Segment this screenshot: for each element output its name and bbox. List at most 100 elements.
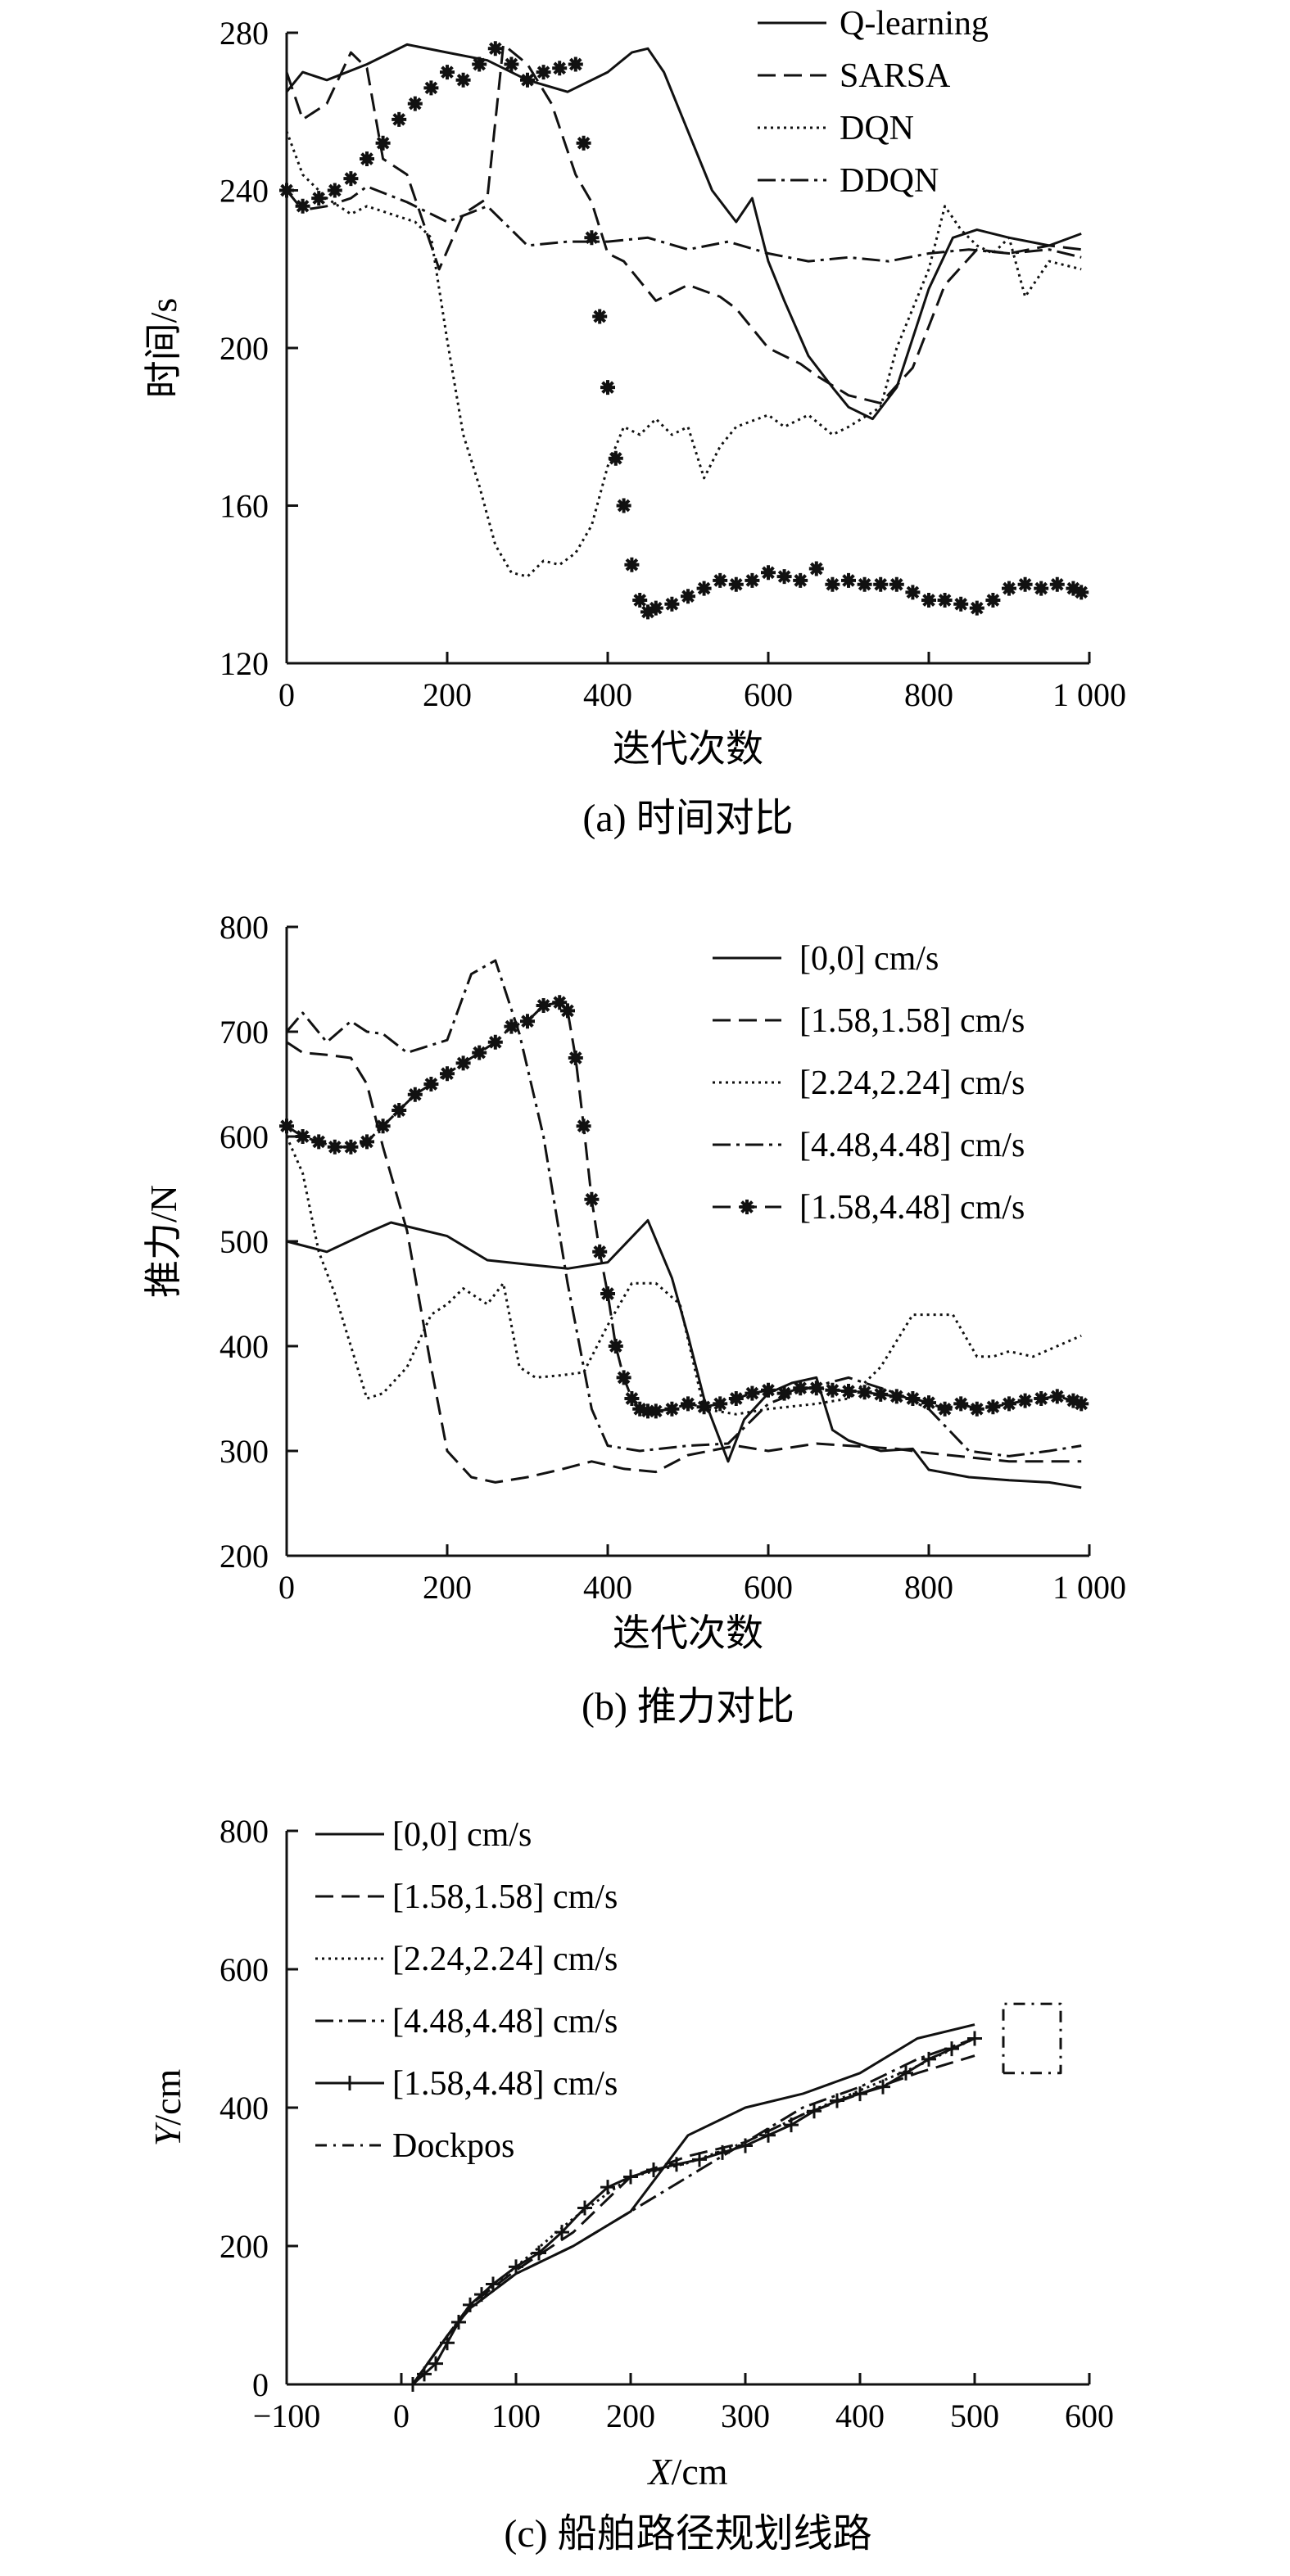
plus-marker bbox=[440, 2335, 455, 2351]
y-tick-label: 200 bbox=[220, 2228, 269, 2265]
legend-label: [1.58,4.48] cm/s bbox=[799, 1189, 1025, 1227]
star-marker-core bbox=[331, 187, 338, 194]
star-marker-core bbox=[523, 1018, 532, 1025]
y-axis-label-var: Y bbox=[147, 2122, 188, 2146]
star-marker-core bbox=[732, 1394, 740, 1403]
plus-marker bbox=[921, 2051, 936, 2067]
legend-label: Dockpos bbox=[392, 2127, 514, 2165]
y-tick-label: 400 bbox=[220, 1328, 269, 1365]
star-marker-core bbox=[893, 581, 900, 588]
x-tick-label: 500 bbox=[950, 2397, 999, 2434]
star-marker-core bbox=[652, 1408, 659, 1415]
star-marker-core bbox=[844, 576, 853, 584]
legend-label: SARSA bbox=[840, 57, 951, 95]
star-marker-core bbox=[315, 1138, 323, 1146]
legend-label: [0,0] cm/s bbox=[799, 940, 939, 978]
star-marker-core bbox=[973, 604, 980, 612]
chart-thrust-comparison: 0 200 400 600 800 1 000200300400500600700800迭… bbox=[143, 909, 1126, 1729]
series-line bbox=[286, 1218, 1082, 1489]
series-line bbox=[411, 2037, 975, 2385]
star-marker-core bbox=[909, 589, 917, 596]
legend-label: [1.58,1.58] cm/s bbox=[392, 1878, 618, 1916]
series-line bbox=[285, 43, 1082, 404]
star-marker-core bbox=[973, 1405, 980, 1412]
star-marker-core bbox=[1021, 581, 1029, 588]
star-marker-core bbox=[596, 1248, 604, 1255]
legend-label: [2.24,2.24] cm/s bbox=[392, 1941, 618, 1978]
star-marker-core bbox=[1021, 1397, 1029, 1404]
star-marker-core bbox=[1078, 1400, 1085, 1408]
star-marker-core bbox=[668, 600, 676, 608]
x-tick-label: 200 bbox=[423, 1569, 472, 1606]
star-marker-core bbox=[732, 581, 740, 588]
star-marker-core bbox=[861, 1389, 868, 1396]
star-marker-core bbox=[829, 581, 836, 588]
star-marker-core bbox=[812, 565, 820, 572]
plus-marker bbox=[486, 2276, 500, 2292]
star-marker-core bbox=[957, 1400, 965, 1408]
star-marker-core bbox=[797, 576, 804, 584]
x-tick-label: 100 bbox=[491, 2397, 541, 2434]
star-marker-core bbox=[299, 202, 306, 210]
x-tick-label: −100 bbox=[253, 2397, 321, 2434]
x-axis-label: 迭代次数 bbox=[613, 1612, 763, 1654]
star-marker-core bbox=[331, 1143, 338, 1150]
y-tick-label: 800 bbox=[220, 909, 269, 946]
series-dqn bbox=[285, 130, 1082, 578]
legend: [0,0] cm/s [1.58,1.58] cm/s [2.24,2.24] cm… bbox=[315, 1816, 618, 2165]
y-tick-label: 800 bbox=[220, 1813, 269, 1850]
star-marker-core bbox=[283, 1123, 291, 1130]
star-marker-core bbox=[1070, 585, 1077, 592]
star-marker-core bbox=[379, 1123, 387, 1130]
plus-marker bbox=[692, 2152, 707, 2167]
star-marker-core bbox=[644, 608, 652, 616]
plus-marker bbox=[715, 2144, 730, 2160]
star-marker-core bbox=[588, 234, 595, 242]
star-marker-core bbox=[459, 1060, 467, 1067]
series-line bbox=[285, 959, 1082, 1457]
star-marker-core bbox=[743, 1203, 751, 1211]
star-marker-core bbox=[829, 1386, 836, 1394]
x-axis-label-var: X bbox=[646, 2451, 672, 2492]
plus-marker bbox=[830, 2093, 844, 2108]
star-marker-core bbox=[428, 1080, 435, 1088]
star-marker-core bbox=[909, 1394, 917, 1403]
y-tick-label: 160 bbox=[220, 488, 269, 525]
star-marker-core bbox=[508, 61, 515, 68]
series-line bbox=[411, 2054, 975, 2385]
y-axis-label: 推力/N bbox=[143, 1185, 184, 1298]
star-marker-core bbox=[491, 45, 499, 52]
x-tick-label: 0 bbox=[278, 1569, 295, 1606]
plus-marker bbox=[342, 2076, 357, 2090]
star-marker-core bbox=[925, 1399, 933, 1407]
plus-marker bbox=[669, 2157, 684, 2172]
star-marker-core bbox=[628, 1394, 636, 1403]
y-tick-label: 500 bbox=[220, 1223, 269, 1260]
star-marker-core bbox=[596, 313, 604, 320]
star-marker-core bbox=[700, 585, 708, 592]
star-marker-core bbox=[379, 139, 387, 147]
plus-marker bbox=[428, 2356, 443, 2371]
star-marker-core bbox=[491, 1038, 499, 1046]
star-marker-core bbox=[1053, 581, 1061, 588]
star-marker-core bbox=[363, 1138, 371, 1146]
figure-caption: (b) 推力对比 bbox=[582, 1685, 794, 1729]
x-tick-label: 600 bbox=[744, 676, 793, 713]
y-tick-label: 200 bbox=[220, 1538, 269, 1575]
star-marker-core bbox=[1005, 585, 1013, 592]
star-marker-core bbox=[925, 596, 933, 604]
chart-time-comparison: 0 200 400 600 800 1 000 120 160 200 240 280 迭代次数 时间/… bbox=[143, 5, 1126, 840]
star-marker-core bbox=[459, 76, 467, 84]
legend-label: [2.24,2.24] cm/s bbox=[799, 1064, 1025, 1102]
x-tick-label: 800 bbox=[904, 1569, 953, 1606]
plus-marker bbox=[876, 2079, 890, 2095]
series-4-48-4-48-cm-s bbox=[411, 2037, 975, 2385]
star-marker-core bbox=[347, 1143, 355, 1150]
star-marker-core bbox=[717, 576, 724, 584]
star-marker-core bbox=[1005, 1400, 1013, 1408]
legend-label: [1.58,1.58] cm/s bbox=[799, 1002, 1025, 1040]
x-tick-label: 200 bbox=[423, 676, 472, 713]
star-marker-core bbox=[540, 69, 547, 76]
plus-marker bbox=[451, 2314, 466, 2330]
